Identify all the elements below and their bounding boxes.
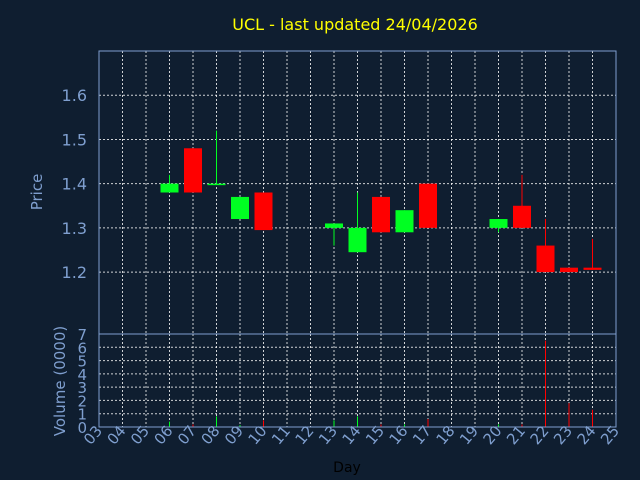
x-axis-label: Day <box>333 460 361 476</box>
x-tick-label: 23 <box>550 422 576 448</box>
x-tick-label: 20 <box>480 422 506 448</box>
volume-y-tick-label: 3 <box>77 379 87 397</box>
x-tick-label: 13 <box>315 422 341 448</box>
volume-axis-label: Volume (0000) <box>51 326 69 436</box>
x-tick-label: 25 <box>597 422 623 448</box>
price-y-tick-label: 1.2 <box>62 263 87 282</box>
x-tick-label: 24 <box>574 422 600 448</box>
price-y-tick-label: 1.6 <box>62 86 87 105</box>
x-tick-label: 12 <box>292 422 318 448</box>
candle-body <box>325 223 343 228</box>
volume-y-tick-label: 7 <box>77 326 87 344</box>
x-tick-label: 14 <box>339 422 365 448</box>
volume-y-tick-label: 4 <box>77 366 87 384</box>
volume-bars <box>169 340 593 427</box>
candle-body <box>489 219 508 228</box>
candle-body <box>231 196 249 220</box>
x-tick-label: 05 <box>127 422 153 448</box>
x-tick-label: 16 <box>386 422 412 448</box>
volume-plot-frame <box>98 333 617 428</box>
candle-body <box>536 245 555 273</box>
x-tick-label: 11 <box>268 422 294 448</box>
volume-y-tick-label: 0 <box>77 419 87 437</box>
x-tick-label: 04 <box>104 422 130 448</box>
x-tick-label: 21 <box>503 422 529 448</box>
candle-body <box>207 183 226 186</box>
candle-body <box>160 183 179 193</box>
volume-grid <box>99 334 616 427</box>
candle-body <box>395 210 414 233</box>
x-tick-labels: 0304050607080910111213141516171819202122… <box>80 422 623 448</box>
price-y-tick-labels: 1.2 1.3 1.4 1.5 1.6 <box>62 86 87 282</box>
volume-y-tick-label: 6 <box>77 339 87 357</box>
candle-body <box>513 205 531 228</box>
x-tick-label: 07 <box>174 422 200 448</box>
x-tick-label: 19 <box>456 422 482 448</box>
price-y-tick-label: 1.5 <box>62 130 87 149</box>
volume-y-tick-label: 5 <box>77 353 87 371</box>
candle-body <box>419 183 437 228</box>
price-y-tick-label: 1.3 <box>62 219 87 238</box>
candle-body <box>348 227 367 253</box>
volume-y-tick-label: 2 <box>77 392 87 410</box>
price-y-tick-label: 1.4 <box>62 175 87 194</box>
price-axis-label: Price <box>28 174 46 211</box>
x-tick-label: 15 <box>362 422 388 448</box>
volume-y-tick-label: 1 <box>77 406 87 424</box>
x-tick-label: 17 <box>409 422 435 448</box>
x-tick-label: 18 <box>433 422 459 448</box>
candle-body <box>254 192 273 231</box>
candle-body <box>184 148 202 193</box>
chart-title: UCL - last updated 24/04/2026 <box>232 15 478 34</box>
candle-body <box>583 267 602 270</box>
candlestick-series <box>160 130 602 273</box>
x-tick-label: 10 <box>245 422 271 448</box>
x-tick-label: 08 <box>198 422 224 448</box>
x-tick-label: 22 <box>527 422 553 448</box>
candle-body <box>372 196 390 233</box>
candle-body <box>560 267 578 273</box>
x-tick-label: 06 <box>151 422 177 448</box>
x-tick-label: 09 <box>221 422 247 448</box>
